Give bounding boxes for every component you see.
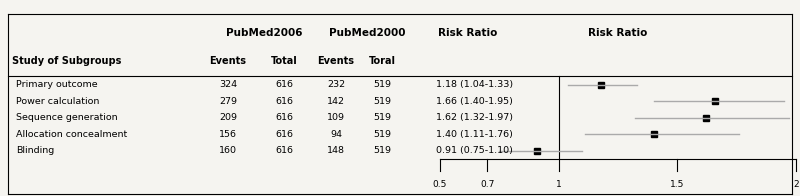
Text: 0.91 (0.75-1.10): 0.91 (0.75-1.10) bbox=[436, 146, 513, 155]
Text: 1.18 (1.04-1.33): 1.18 (1.04-1.33) bbox=[436, 80, 513, 89]
Text: Sequence generation: Sequence generation bbox=[16, 113, 118, 122]
Text: 1: 1 bbox=[556, 180, 562, 189]
Text: 519: 519 bbox=[374, 97, 391, 106]
Text: Events: Events bbox=[318, 56, 354, 66]
Text: Risk Ratio: Risk Ratio bbox=[438, 28, 498, 38]
Text: 616: 616 bbox=[275, 80, 293, 89]
Text: 279: 279 bbox=[219, 97, 237, 106]
Text: 1.62 (1.32-1.97): 1.62 (1.32-1.97) bbox=[436, 113, 513, 122]
Text: PubMed2000: PubMed2000 bbox=[329, 28, 406, 38]
Text: 2: 2 bbox=[793, 180, 799, 189]
Text: PubMed2006: PubMed2006 bbox=[226, 28, 302, 38]
Text: 94: 94 bbox=[330, 130, 342, 139]
Text: 616: 616 bbox=[275, 97, 293, 106]
Text: 142: 142 bbox=[327, 97, 345, 106]
Text: 109: 109 bbox=[327, 113, 345, 122]
Text: Study of Subgroups: Study of Subgroups bbox=[12, 56, 122, 66]
Text: 616: 616 bbox=[275, 146, 293, 155]
Text: 1.5: 1.5 bbox=[670, 180, 685, 189]
Text: Events: Events bbox=[210, 56, 246, 66]
Text: 1.66 (1.40-1.95): 1.66 (1.40-1.95) bbox=[436, 97, 513, 106]
Text: 1.40 (1.11-1.76): 1.40 (1.11-1.76) bbox=[436, 130, 513, 139]
Text: 160: 160 bbox=[219, 146, 237, 155]
Text: 324: 324 bbox=[219, 80, 237, 89]
Text: 209: 209 bbox=[219, 113, 237, 122]
Text: 232: 232 bbox=[327, 80, 345, 89]
Text: Power calculation: Power calculation bbox=[16, 97, 99, 106]
Text: Risk Ratio: Risk Ratio bbox=[588, 28, 648, 38]
Text: 156: 156 bbox=[219, 130, 237, 139]
Text: 519: 519 bbox=[374, 113, 391, 122]
Text: 616: 616 bbox=[275, 130, 293, 139]
Text: 0.5: 0.5 bbox=[433, 180, 447, 189]
Text: 519: 519 bbox=[374, 80, 391, 89]
Text: Toral: Toral bbox=[369, 56, 396, 66]
Text: 0.7: 0.7 bbox=[480, 180, 494, 189]
Text: Allocation concealment: Allocation concealment bbox=[16, 130, 127, 139]
Text: Blinding: Blinding bbox=[16, 146, 54, 155]
Text: Total: Total bbox=[270, 56, 298, 66]
Text: 148: 148 bbox=[327, 146, 345, 155]
Text: 519: 519 bbox=[374, 130, 391, 139]
Text: Primary outcome: Primary outcome bbox=[16, 80, 98, 89]
Text: 519: 519 bbox=[374, 146, 391, 155]
Text: 616: 616 bbox=[275, 113, 293, 122]
